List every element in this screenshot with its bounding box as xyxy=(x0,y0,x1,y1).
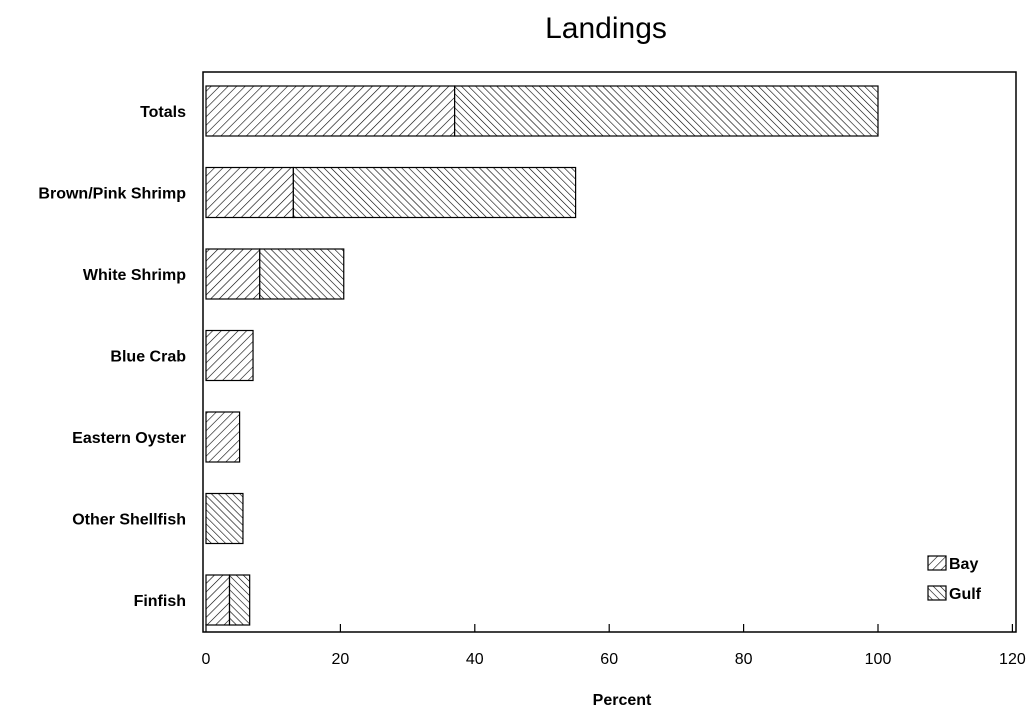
legend: Bay Gulf xyxy=(927,555,982,603)
category-label-totals: Totals xyxy=(140,104,186,121)
bar-white-shrimp-bay xyxy=(205,248,261,300)
category-label-blue-crab: Blue Crab xyxy=(110,349,186,366)
bar-other-shellfish-gulf xyxy=(205,492,244,545)
bar-totals-bay xyxy=(205,85,456,137)
x-tick-label-0: 0 xyxy=(202,651,211,668)
bars xyxy=(205,85,879,626)
bar-finfish-bay xyxy=(205,574,231,626)
legend-swatch-bay xyxy=(927,555,947,571)
bar-blue-crab-bay xyxy=(205,329,254,382)
bar-brown-pink-shrimp-gulf xyxy=(292,166,577,219)
x-tick-label-60: 60 xyxy=(600,651,618,668)
legend-label-gulf: Gulf xyxy=(949,586,982,603)
category-label-brown-pink-shrimp: Brown/Pink Shrimp xyxy=(38,186,186,203)
legend-label-bay: Bay xyxy=(949,556,978,573)
category-label-finfish: Finfish xyxy=(134,593,186,610)
x-axis-ticks: 0 20 40 60 80 100 120 xyxy=(202,624,1026,668)
category-labels: Totals Brown/Pink Shrimp White Shrimp Blue … xyxy=(38,104,186,610)
x-tick-label-120: 120 xyxy=(999,651,1026,668)
bar-totals-gulf xyxy=(454,85,879,137)
bar-brown-pink-shrimp-bay xyxy=(205,166,294,219)
bar-finfish-gulf xyxy=(228,574,251,626)
x-tick-label-80: 80 xyxy=(735,651,753,668)
chart-title: Landings xyxy=(545,12,667,45)
x-tick-label-40: 40 xyxy=(466,651,484,668)
category-label-white-shrimp: White Shrimp xyxy=(83,267,186,284)
x-tick-label-20: 20 xyxy=(332,651,350,668)
x-axis-label: Percent xyxy=(593,692,652,709)
bar-eastern-oyster-bay xyxy=(205,411,241,463)
category-label-eastern-oyster: Eastern Oyster xyxy=(72,430,186,447)
plot-frame xyxy=(202,71,1017,633)
category-label-other-shellfish: Other Shellfish xyxy=(72,512,186,529)
x-tick-label-100: 100 xyxy=(865,651,892,668)
legend-swatch-gulf xyxy=(927,585,947,601)
bar-white-shrimp-gulf xyxy=(259,248,345,300)
